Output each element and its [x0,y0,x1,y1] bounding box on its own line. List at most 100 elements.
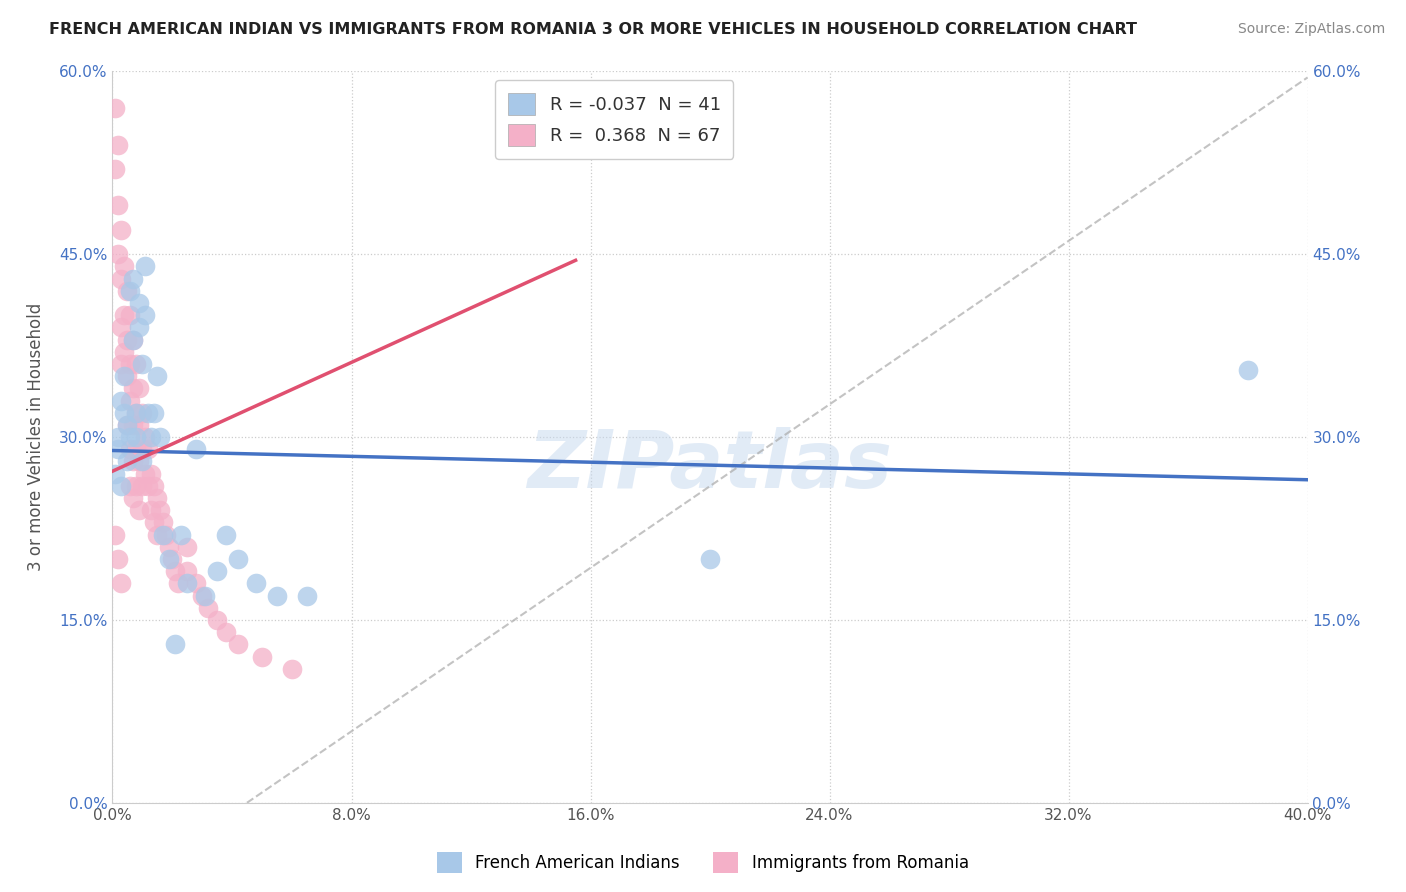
Point [134,467,156,481]
Point [107,442,129,457]
Point [110,357,132,371]
Point [122,454,145,468]
Point [107,430,129,444]
Point [120,430,142,444]
Point [131,357,153,371]
Point [165,637,187,651]
Point [134,308,156,322]
Point [152,527,174,541]
Point [266,589,288,603]
Point [120,479,142,493]
Legend: French American Indians, Immigrants from Romania: French American Indians, Immigrants from… [430,846,976,880]
Point [146,491,169,505]
Point [122,417,145,432]
Point [125,406,148,420]
Point [110,393,132,408]
Point [170,527,193,541]
Point [250,649,273,664]
Point [125,442,148,457]
Point [107,198,129,212]
Point [110,576,132,591]
Point [128,381,150,395]
Point [117,454,139,468]
Point [699,552,721,566]
Point [157,552,180,566]
Point [186,576,208,591]
Point [245,576,267,591]
Text: ZIPatlas: ZIPatlas [527,427,893,506]
Point [117,417,139,432]
Point [146,527,169,541]
Point [176,564,198,578]
Point [131,406,153,420]
Point [149,430,172,444]
Point [107,137,129,152]
Point [197,600,219,615]
Legend: R = -0.037  N = 41, R =  0.368  N = 67: R = -0.037 N = 41, R = 0.368 N = 67 [495,80,734,159]
Point [104,467,127,481]
Point [114,260,135,274]
Point [114,369,135,384]
Point [122,333,145,347]
Point [110,271,132,285]
Point [155,527,177,541]
Point [122,381,145,395]
Point [131,454,153,468]
Point [104,101,127,115]
Point [114,344,135,359]
Point [125,406,148,420]
Point [215,527,238,541]
Point [146,369,169,384]
Point [205,564,228,578]
Point [226,552,249,566]
Point [128,503,150,517]
Point [128,454,150,468]
Point [125,479,148,493]
Point [191,589,214,603]
Point [104,527,127,541]
Point [104,161,127,176]
Point [125,357,148,371]
Point [143,479,166,493]
Point [141,503,163,517]
Point [215,625,238,640]
Point [120,393,142,408]
Point [295,589,318,603]
Point [134,260,156,274]
Point [176,576,198,591]
Point [157,540,180,554]
Point [128,417,150,432]
Point [117,369,139,384]
Point [149,503,172,517]
Point [226,637,249,651]
Point [117,284,139,298]
Point [186,442,208,457]
Point [141,430,163,444]
Point [138,442,160,457]
Point [138,479,160,493]
Point [120,308,142,322]
Point [152,516,174,530]
Point [120,442,142,457]
Point [122,271,145,285]
Y-axis label: 3 or more Vehicles in Household: 3 or more Vehicles in Household [27,303,45,571]
Point [281,662,304,676]
Point [143,516,166,530]
Point [131,479,153,493]
Text: Source: ZipAtlas.com: Source: ZipAtlas.com [1237,22,1385,37]
Point [122,333,145,347]
Point [125,430,148,444]
Point [143,406,166,420]
Point [176,540,198,554]
Point [131,442,153,457]
Point [120,284,142,298]
Point [141,467,163,481]
Point [114,308,135,322]
Point [162,552,183,566]
Point [134,430,156,444]
Point [128,296,150,310]
Point [165,564,187,578]
Point [117,333,139,347]
Point [122,491,145,505]
Point [107,552,129,566]
